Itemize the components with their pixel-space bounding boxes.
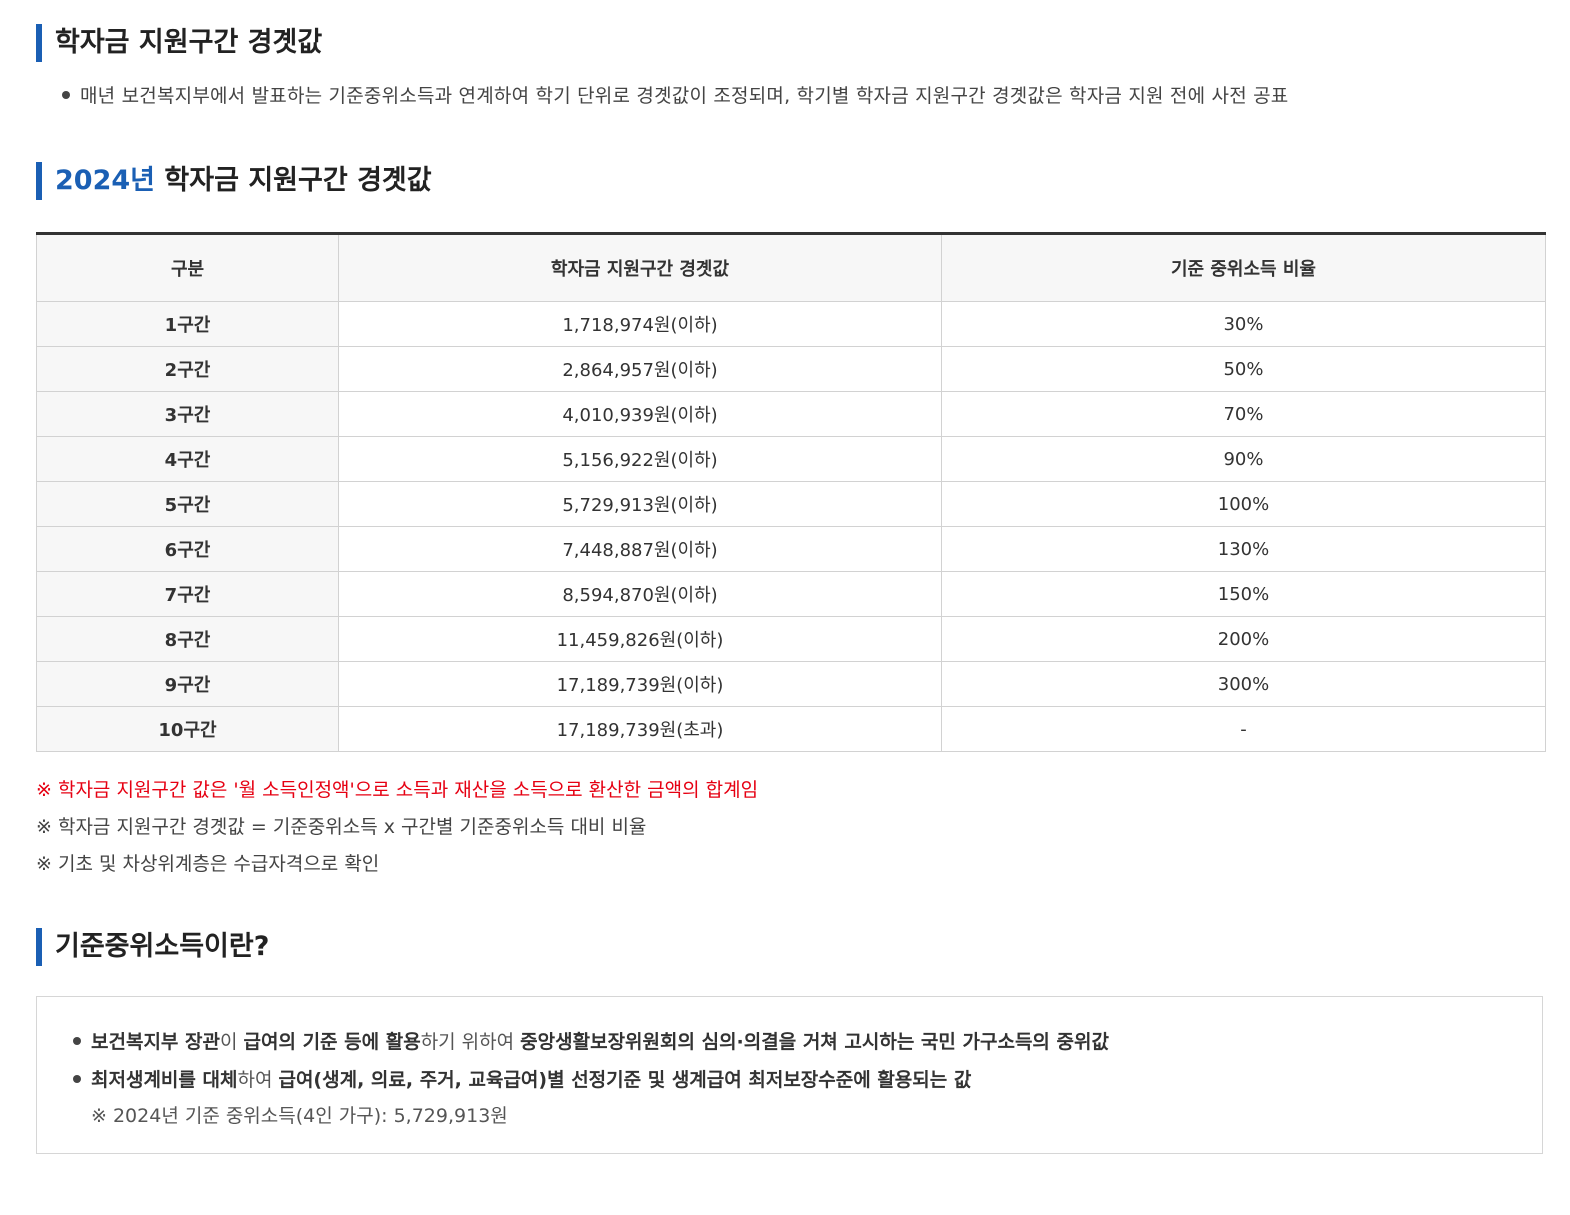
row-amount: 1,718,974원(이하) bbox=[338, 301, 942, 347]
header-ratio: 기준 중위소득 비율 bbox=[941, 233, 1546, 302]
table-row: 9구간 17,189,739원(이하) 300% bbox=[36, 661, 1546, 707]
usage-text: 하여 bbox=[237, 1069, 279, 1091]
row-label: 2구간 bbox=[36, 346, 339, 392]
table-row: 2구간 2,864,957원(이하) 50% bbox=[36, 346, 1546, 392]
table-row: 7구간 8,594,870원(이하) 150% bbox=[36, 571, 1546, 617]
row-amount: 17,189,739원(이하) bbox=[338, 661, 942, 707]
row-ratio: 50% bbox=[941, 346, 1546, 392]
row-amount: 5,156,922원(이하) bbox=[338, 436, 942, 482]
row-label: 6구간 bbox=[36, 526, 339, 572]
table-row: 5구간 5,729,913원(이하) 100% bbox=[36, 481, 1546, 527]
table-row: 3구간 4,010,939원(이하) 70% bbox=[36, 391, 1546, 437]
note-basic-recipients: ※ 기초 및 차상위계층은 수급자격으로 확인 bbox=[36, 853, 380, 875]
row-amount: 5,729,913원(이하) bbox=[338, 481, 942, 527]
median-income-box: 보건복지부 장관이 급여의 기준 등에 활용하기 위하여 중앙생활보장위원회의 … bbox=[36, 996, 1543, 1154]
row-ratio: 130% bbox=[941, 526, 1546, 572]
table-row: 1구간 1,718,974원(이하) 30% bbox=[36, 301, 1546, 347]
def-text-bold: 급여의 기준 등에 활용 bbox=[243, 1031, 421, 1053]
definition-item: 보건복지부 장관이 급여의 기준 등에 활용하기 위하여 중앙생활보장위원회의 … bbox=[73, 1027, 1109, 1054]
bullet-icon bbox=[62, 91, 70, 99]
row-amount: 7,448,887원(이하) bbox=[338, 526, 942, 572]
usage-item: 최저생계비를 대체하여 급여(생계, 의료, 주거, 교육급여)별 선정기준 및… bbox=[73, 1065, 971, 1092]
lead-text: 매년 보건복지부에서 발표하는 기준중위소득과 연계하여 학기 단위로 경곗값이… bbox=[62, 81, 1542, 108]
row-ratio: 90% bbox=[941, 436, 1546, 482]
bullet-icon bbox=[73, 1037, 81, 1045]
header-category: 구분 bbox=[36, 233, 339, 302]
row-ratio: 70% bbox=[941, 391, 1546, 437]
section-title-median-income: 기준중위소득이란? bbox=[36, 928, 269, 966]
median-income-note: ※ 2024년 기준 중위소득(4인 가구): 5,729,913원 bbox=[91, 1105, 508, 1127]
row-label: 4구간 bbox=[36, 436, 339, 482]
section-title-support-boundary: 학자금 지원구간 경곗값 bbox=[36, 24, 322, 62]
lead-text-content: 매년 보건복지부에서 발표하는 기준중위소득과 연계하여 학기 단위로 경곗값이… bbox=[80, 85, 1289, 107]
title-rest: 학자금 지원구간 경곗값 bbox=[155, 165, 432, 196]
boundary-table: 구분 학자금 지원구간 경곗값 기준 중위소득 비율 1구간 1,718,974… bbox=[36, 232, 1546, 752]
row-amount: 4,010,939원(이하) bbox=[338, 391, 942, 437]
def-text: 이 bbox=[219, 1031, 244, 1053]
row-label: 3구간 bbox=[36, 391, 339, 437]
table-row: 4구간 5,156,922원(이하) 90% bbox=[36, 436, 1546, 482]
table-row: 10구간 17,189,739원(초과) - bbox=[36, 706, 1546, 752]
row-ratio: 100% bbox=[941, 481, 1546, 527]
table-row: 8구간 11,459,826원(이하) 200% bbox=[36, 616, 1546, 662]
header-boundary: 학자금 지원구간 경곗값 bbox=[338, 233, 942, 302]
row-amount: 11,459,826원(이하) bbox=[338, 616, 942, 662]
row-amount: 2,864,957원(이하) bbox=[338, 346, 942, 392]
row-ratio: 300% bbox=[941, 661, 1546, 707]
usage-text-bold: 최저생계비를 대체 bbox=[91, 1069, 238, 1091]
bullet-icon bbox=[73, 1075, 81, 1083]
row-ratio: 150% bbox=[941, 571, 1546, 617]
row-label: 7구간 bbox=[36, 571, 339, 617]
usage-text-bold: 급여(생계, 의료, 주거, 교육급여)별 선정기준 및 생계급여 최저보장수준… bbox=[278, 1069, 972, 1091]
row-label: 8구간 bbox=[36, 616, 339, 662]
note-boundary-formula: ※ 학자금 지원구간 경곗값 = 기준중위소득 x 구간별 기준중위소득 대비 … bbox=[36, 816, 647, 838]
note-income-definition: ※ 학자금 지원구간 값은 '월 소득인정액'으로 소득과 재산을 소득으로 환… bbox=[36, 779, 759, 801]
def-text-bold: 보건복지부 장관 bbox=[91, 1031, 220, 1053]
row-ratio: 200% bbox=[941, 616, 1546, 662]
row-label: 10구간 bbox=[36, 706, 339, 752]
row-label: 1구간 bbox=[36, 301, 339, 347]
def-text: 하기 위하여 bbox=[420, 1031, 521, 1053]
section-title-2024-boundary: 2024년 학자금 지원구간 경곗값 bbox=[36, 162, 432, 200]
row-amount: 8,594,870원(이하) bbox=[338, 571, 942, 617]
row-label: 5구간 bbox=[36, 481, 339, 527]
title-year: 2024년 bbox=[55, 165, 155, 196]
row-ratio: 30% bbox=[941, 301, 1546, 347]
row-label: 9구간 bbox=[36, 661, 339, 707]
table-notes: ※ 학자금 지원구간 값은 '월 소득인정액'으로 소득과 재산을 소득으로 환… bbox=[36, 772, 758, 883]
row-amount: 17,189,739원(초과) bbox=[338, 706, 942, 752]
row-ratio: - bbox=[941, 706, 1546, 752]
table-header-row: 구분 학자금 지원구간 경곗값 기준 중위소득 비율 bbox=[36, 233, 1546, 302]
def-text-bold: 중앙생활보장위원회의 심의·의결을 거쳐 고시하는 국민 가구소득의 중위값 bbox=[520, 1031, 1109, 1053]
table-row: 6구간 7,448,887원(이하) 130% bbox=[36, 526, 1546, 572]
